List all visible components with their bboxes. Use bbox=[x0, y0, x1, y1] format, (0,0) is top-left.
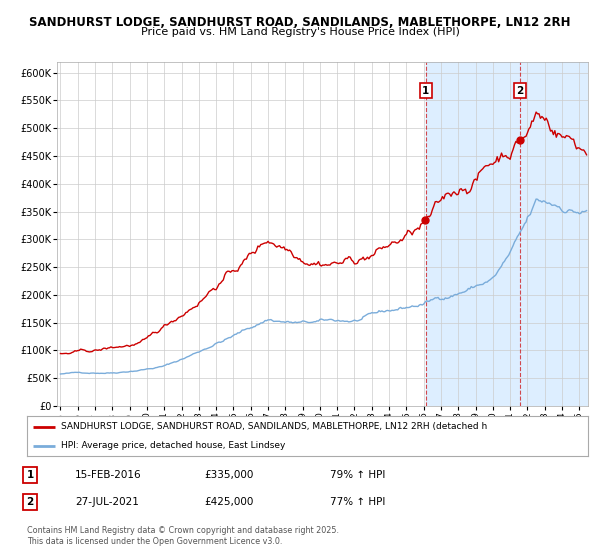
Text: 2: 2 bbox=[26, 497, 34, 507]
Text: Price paid vs. HM Land Registry's House Price Index (HPI): Price paid vs. HM Land Registry's House … bbox=[140, 27, 460, 37]
Text: 2: 2 bbox=[517, 86, 524, 96]
Text: £335,000: £335,000 bbox=[204, 470, 253, 480]
Text: 1: 1 bbox=[26, 470, 34, 480]
Text: 15-FEB-2016: 15-FEB-2016 bbox=[75, 470, 142, 480]
Text: HPI: Average price, detached house, East Lindsey: HPI: Average price, detached house, East… bbox=[61, 441, 285, 450]
Text: 27-JUL-2021: 27-JUL-2021 bbox=[75, 497, 139, 507]
Text: £425,000: £425,000 bbox=[204, 497, 253, 507]
Text: Contains HM Land Registry data © Crown copyright and database right 2025.
This d: Contains HM Land Registry data © Crown c… bbox=[27, 526, 339, 546]
Text: 1: 1 bbox=[422, 86, 430, 96]
Bar bbox=[426, 62, 588, 406]
Text: SANDHURST LODGE, SANDHURST ROAD, SANDILANDS, MABLETHORPE, LN12 2RH: SANDHURST LODGE, SANDHURST ROAD, SANDILA… bbox=[29, 16, 571, 29]
Text: 79% ↑ HPI: 79% ↑ HPI bbox=[330, 470, 385, 480]
Text: SANDHURST LODGE, SANDHURST ROAD, SANDILANDS, MABLETHORPE, LN12 2RH (detached h: SANDHURST LODGE, SANDHURST ROAD, SANDILA… bbox=[61, 422, 487, 431]
Text: 77% ↑ HPI: 77% ↑ HPI bbox=[330, 497, 385, 507]
